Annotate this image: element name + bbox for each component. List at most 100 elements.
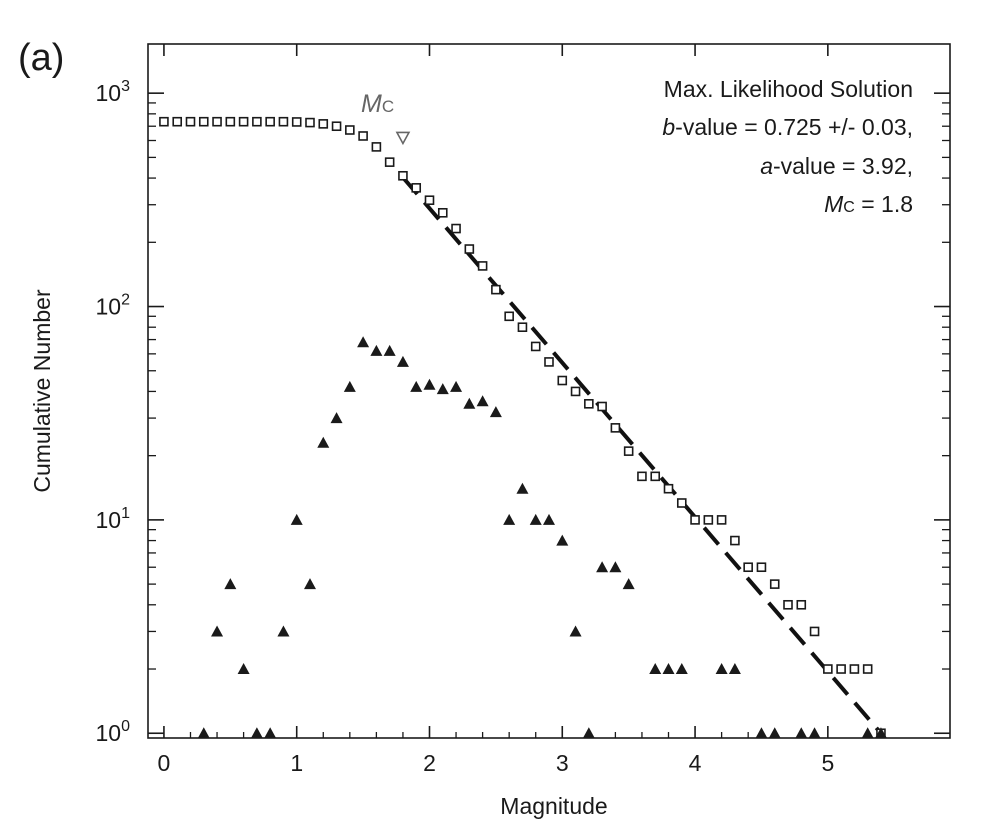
noncumulative-point (503, 513, 516, 525)
cumulative-point (530, 341, 541, 352)
cumulative-point (331, 121, 342, 132)
noncumulative-point (383, 344, 396, 356)
cumulative-point (584, 399, 594, 409)
x-axis-ticks: 0 1 2 3 4 5 (158, 44, 834, 776)
cumulative-point (756, 562, 767, 573)
cumulative-point (849, 664, 860, 674)
cumulative-point (424, 195, 435, 206)
cumulative-point (623, 446, 634, 456)
cumulative-point (650, 471, 661, 482)
cumulative-point (783, 599, 793, 610)
noncumulative-point (516, 482, 529, 494)
noncumulative-point (874, 727, 887, 739)
cumulative-point (318, 119, 329, 129)
noncumulative-point (582, 727, 595, 739)
noncumulative-point (675, 663, 688, 675)
mc-label-symbol: M (361, 90, 382, 118)
noncumulative-point (662, 663, 675, 675)
noncumulative-point (489, 406, 502, 418)
data-marks (159, 116, 887, 739)
cumulative-point (637, 471, 647, 482)
noncumulative-point (569, 625, 582, 637)
cumulative-point (345, 125, 355, 135)
fit-annotation: Max. Likelihood Solution b-value = 0.725… (662, 76, 913, 217)
noncumulative-point (556, 534, 569, 546)
panel-label: (a) (18, 37, 64, 79)
cumulative-point (809, 626, 820, 637)
cumulative-point (212, 116, 222, 127)
cumulative-point (517, 322, 528, 333)
noncumulative-point (529, 513, 542, 525)
cumulative-point (597, 401, 607, 412)
cumulative-point (823, 664, 833, 674)
cumulative-point (172, 116, 183, 127)
cumulative-point (836, 664, 846, 674)
mc-subscript: C (843, 199, 855, 216)
noncumulative-point (264, 727, 277, 739)
cumulative-point (305, 117, 315, 128)
cumulative-point (358, 131, 368, 141)
y-tick-label: 102 (96, 292, 131, 320)
y-axis-label: Cumulative Number (29, 289, 55, 493)
noncumulative-point (303, 578, 316, 590)
annotation-mc-value: MC = 1.8 (824, 191, 913, 217)
noncumulative-point (330, 412, 343, 424)
cumulative-point (769, 579, 780, 589)
cumulative-point (464, 244, 475, 254)
cumulative-point (238, 116, 249, 127)
x-tick-label: 4 (689, 750, 702, 776)
noncumulative-point (277, 625, 290, 637)
cumulative-point (252, 116, 262, 127)
cumulative-point (371, 142, 382, 152)
cumulative-point (398, 170, 408, 181)
cumulative-point (198, 116, 209, 127)
annotation-title: Max. Likelihood Solution (664, 76, 913, 102)
annotation-b-value: b-value = 0.725 +/- 0.03, (662, 114, 913, 140)
cumulative-point (491, 284, 501, 295)
plot-frame (147, 43, 951, 739)
cumulative-point (743, 562, 753, 573)
a-symbol: a (760, 153, 773, 179)
mc-label-subscript: C (382, 97, 394, 116)
noncumulative-point (622, 578, 635, 590)
cumulative-point (796, 599, 807, 610)
noncumulative-point (290, 513, 303, 525)
cumulative-point (544, 357, 554, 367)
noncumulative-point (596, 561, 609, 573)
x-tick-label: 2 (423, 750, 436, 776)
noncumulative-point (237, 663, 250, 675)
cumulative-point (716, 515, 727, 525)
annotation-a-value: a-value = 3.92, (760, 153, 913, 179)
noncumulative-point (543, 513, 555, 525)
cumulative-point (384, 157, 395, 167)
fit-line (401, 176, 883, 735)
noncumulative-point (861, 727, 874, 739)
y-tick-label: 101 (96, 505, 131, 533)
noncumulative-point (317, 436, 330, 448)
noncumulative-point (463, 397, 476, 409)
cumulative-point (862, 664, 873, 674)
noncumulative-point (715, 663, 728, 675)
noncumulative-point (808, 727, 821, 739)
noncumulative-point (436, 383, 449, 395)
noncumulative-point (197, 727, 210, 739)
noncumulative-point (649, 663, 662, 675)
noncumulative-point (370, 344, 383, 356)
cumulative-point (477, 261, 488, 271)
noncumulative-point (396, 355, 409, 367)
noncumulative-point (476, 395, 489, 407)
cumulative-point (570, 386, 581, 397)
cumulative-point (703, 515, 714, 525)
cumulative-point (663, 483, 674, 494)
a-value-text: -value = 3.92, (773, 153, 913, 179)
mc-label: MC (361, 90, 394, 118)
noncumulative-point (250, 727, 263, 739)
noncumulative-point (423, 378, 436, 390)
noncumulative-point (357, 336, 370, 348)
b-value-text: -value = 0.725 +/- 0.03, (675, 114, 913, 140)
y-tick-label: 103 (96, 78, 131, 106)
cumulative-point (437, 207, 448, 218)
cumulative-point (451, 223, 461, 234)
cumulative-point (159, 116, 169, 127)
